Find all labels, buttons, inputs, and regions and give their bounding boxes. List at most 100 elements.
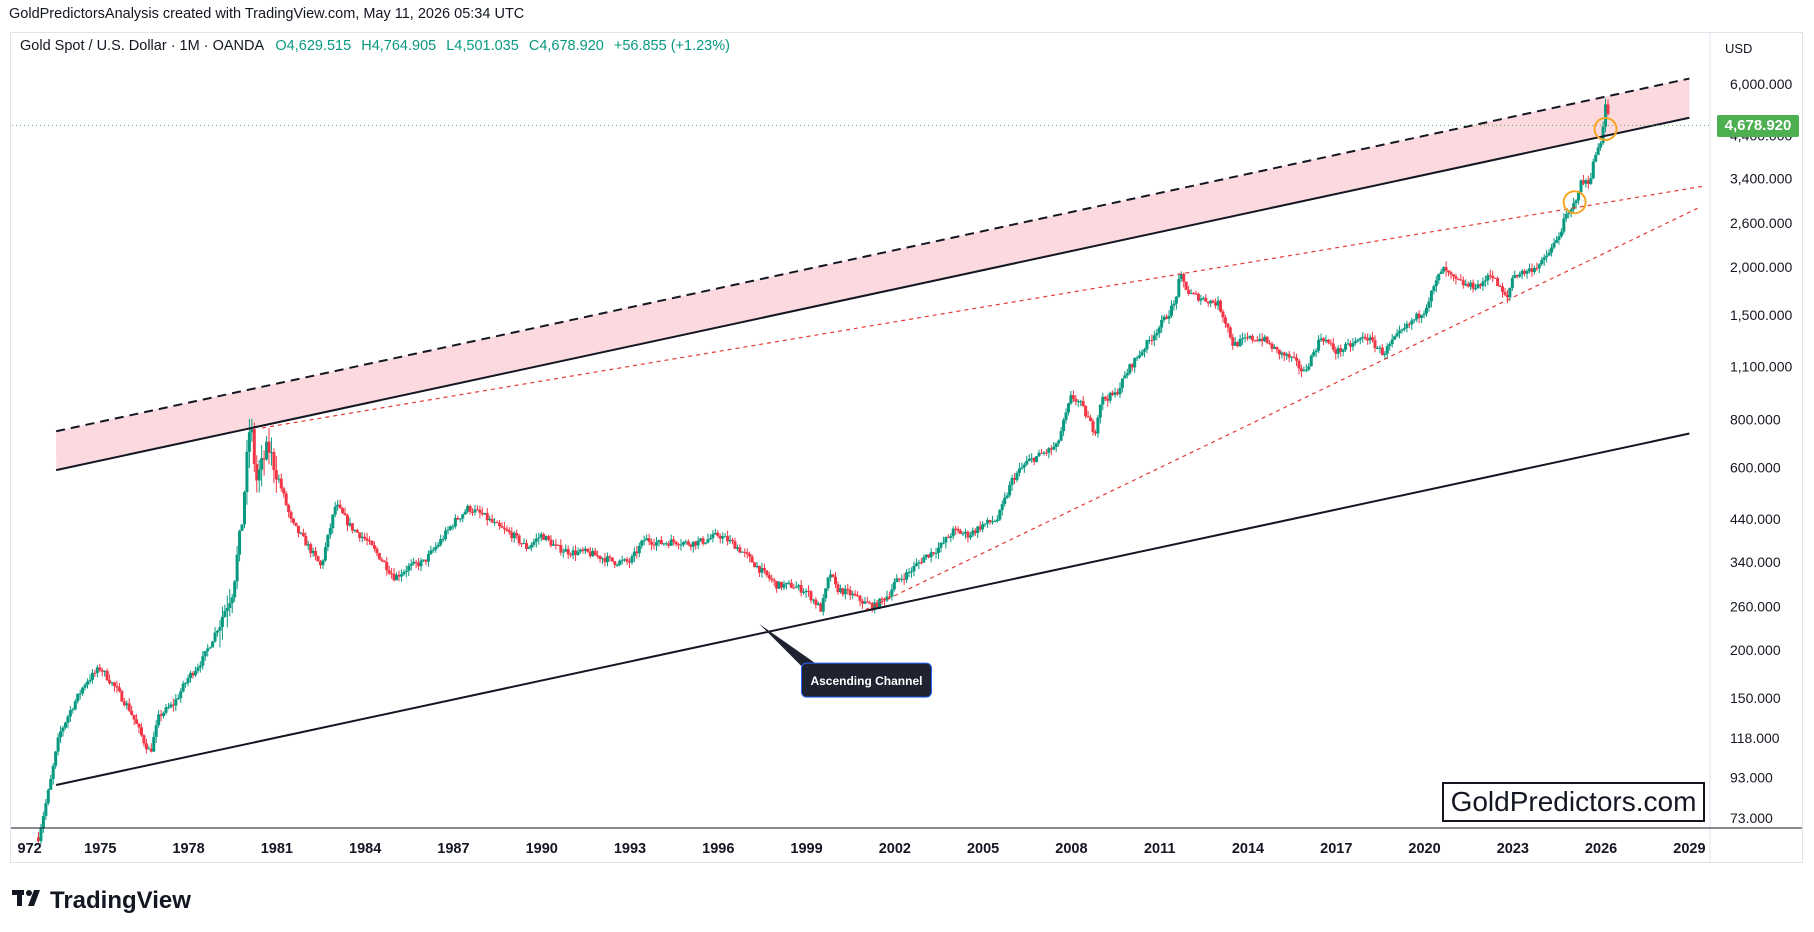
candle [623, 558, 627, 562]
candle [1444, 261, 1448, 277]
candle [419, 557, 423, 572]
candle [944, 536, 948, 549]
candle [490, 514, 494, 524]
candle [186, 674, 190, 687]
candle [1319, 333, 1323, 343]
candle [1351, 338, 1355, 351]
candle [1142, 347, 1146, 358]
candle [279, 473, 283, 492]
candle [951, 526, 955, 540]
candle [382, 560, 386, 563]
candle [1471, 279, 1475, 293]
candle [154, 720, 158, 744]
candle [1049, 445, 1053, 456]
candle [184, 681, 188, 688]
candle [1035, 456, 1039, 463]
candle [1138, 350, 1142, 360]
candle [1586, 175, 1590, 189]
candle [1596, 143, 1600, 156]
candle [507, 527, 511, 535]
candle [610, 557, 614, 562]
trendline-red-dashed[interactable] [865, 207, 1699, 611]
candle [203, 650, 207, 661]
candle [360, 532, 364, 543]
candle [576, 547, 580, 556]
currency-selector[interactable]: USD [1725, 41, 1753, 56]
candle [306, 540, 310, 551]
ascending-channel-callout[interactable]: Ascending Channel [759, 624, 932, 698]
candle [1574, 199, 1578, 209]
candle [912, 561, 916, 577]
candle [816, 601, 820, 606]
candle [1572, 197, 1576, 214]
candle [1187, 285, 1191, 296]
candle [1366, 333, 1370, 345]
candle [1491, 270, 1495, 283]
candle [1155, 329, 1159, 341]
candle [949, 533, 953, 543]
candle [1204, 293, 1208, 303]
candle [647, 533, 651, 546]
candle [1192, 291, 1196, 295]
candle [162, 711, 166, 719]
candle [770, 574, 774, 583]
time-tick-label: 1993 [614, 841, 646, 857]
candle [1547, 249, 1551, 256]
candle [1201, 296, 1205, 301]
candle [402, 569, 406, 577]
candle [1162, 314, 1166, 323]
candle [122, 697, 126, 707]
candle [1106, 394, 1110, 407]
candle [1194, 290, 1198, 295]
candle [757, 565, 761, 577]
candle [1270, 341, 1274, 353]
time-tick-label: 1978 [172, 841, 204, 857]
trendline-black-solid[interactable] [55, 116, 1690, 472]
candle [1125, 368, 1129, 379]
candle [1013, 473, 1017, 484]
candle [1451, 274, 1455, 282]
breakout-circle-marker[interactable] [1593, 116, 1618, 141]
candle [983, 523, 987, 527]
candle [1564, 209, 1568, 222]
trendline-red-dashed[interactable] [262, 185, 1705, 429]
trendline-black-solid[interactable] [55, 432, 1690, 786]
symbol-legend[interactable]: Gold Spot / U.S. Dollar · 1M · OANDA O4,… [20, 38, 736, 54]
candle [1398, 325, 1402, 339]
candle [117, 682, 121, 693]
candle [571, 546, 575, 560]
candle [1464, 279, 1468, 287]
candle [963, 528, 967, 539]
candle [968, 531, 972, 541]
candle [1437, 273, 1441, 284]
candle [730, 537, 734, 545]
candle [922, 554, 926, 563]
candle [414, 559, 418, 569]
candle [905, 569, 909, 584]
candle [1123, 371, 1127, 379]
candle [338, 499, 342, 510]
change-value: +56.855 (+1.23%) [613, 38, 730, 54]
candle [1363, 333, 1367, 341]
candle [1589, 172, 1593, 186]
candle [139, 723, 143, 737]
candle [561, 548, 565, 558]
candle [485, 508, 489, 526]
candle [355, 528, 359, 533]
candle [689, 543, 693, 551]
trendline-black-dashed[interactable] [55, 77, 1690, 433]
candle [1400, 328, 1404, 334]
candle [1358, 337, 1362, 345]
candle [1535, 262, 1539, 271]
breakout-circle-marker[interactable] [1562, 190, 1587, 215]
candle [529, 542, 533, 552]
symbol-title[interactable]: Gold Spot / U.S. Dollar · 1M · OANDA [20, 38, 264, 54]
candle [1280, 351, 1284, 359]
candle [1604, 98, 1608, 133]
candle [824, 587, 828, 602]
candle [1084, 405, 1088, 419]
tradingview-logo[interactable]: TradingView [12, 887, 191, 915]
candle [564, 544, 568, 552]
candle [277, 474, 281, 483]
